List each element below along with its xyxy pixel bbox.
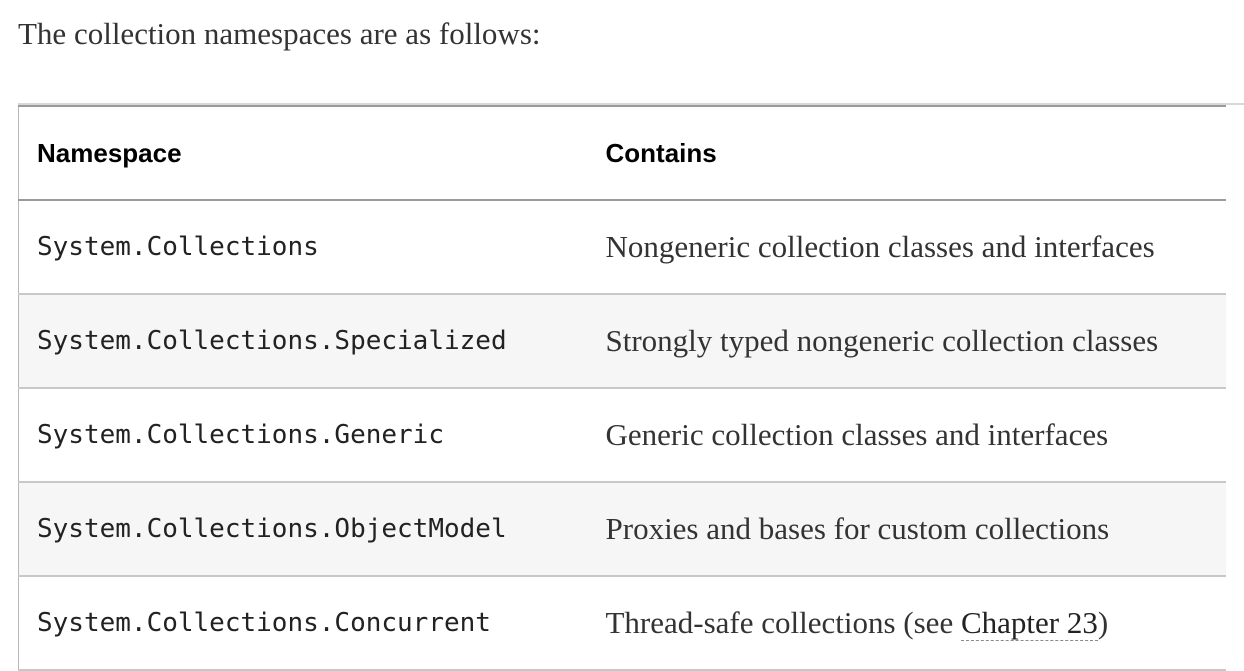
namespace-cell: System.Collections.Generic: [18, 388, 588, 482]
table-row: System.Collections.ObjectModel Proxies a…: [18, 482, 1226, 576]
contains-text-suffix: ): [1097, 605, 1109, 640]
table-row: System.Collections Nongeneric collection…: [18, 200, 1226, 294]
table-header-row: Namespace Contains: [18, 106, 1226, 200]
namespace-cell: System.Collections: [18, 200, 588, 294]
contains-cell: Thread-safe collections (see Chapter 23): [588, 576, 1226, 670]
table-row: System.Collections.Generic Generic colle…: [18, 388, 1226, 482]
table-row: System.Collections.Specialized Strongly …: [18, 294, 1226, 388]
contains-cell: Nongeneric collection classes and interf…: [605, 229, 1155, 264]
contains-cell: Generic collection classes and interface…: [605, 417, 1109, 452]
intro-paragraph: The collection namespaces are as follows…: [18, 16, 541, 51]
contains-text-prefix: Thread-safe collections (see: [605, 605, 961, 640]
table-top-rule: [18, 103, 1244, 105]
namespace-cell: System.Collections.Concurrent: [18, 576, 588, 670]
contains-cell: Proxies and bases for custom collections: [605, 511, 1110, 546]
collection-namespaces-table: Namespace Contains System.Collections No…: [18, 105, 1226, 671]
contains-cell: Strongly typed nongeneric collection cla…: [605, 323, 1159, 358]
header-contains: Contains: [605, 137, 717, 168]
namespace-cell: System.Collections.Specialized: [18, 294, 588, 388]
chapter-23-link[interactable]: Chapter 23: [960, 605, 1098, 641]
namespace-cell: System.Collections.ObjectModel: [18, 482, 588, 576]
header-namespace: Namespace: [18, 106, 588, 200]
table-row: System.Collections.Concurrent Thread-saf…: [18, 576, 1226, 670]
